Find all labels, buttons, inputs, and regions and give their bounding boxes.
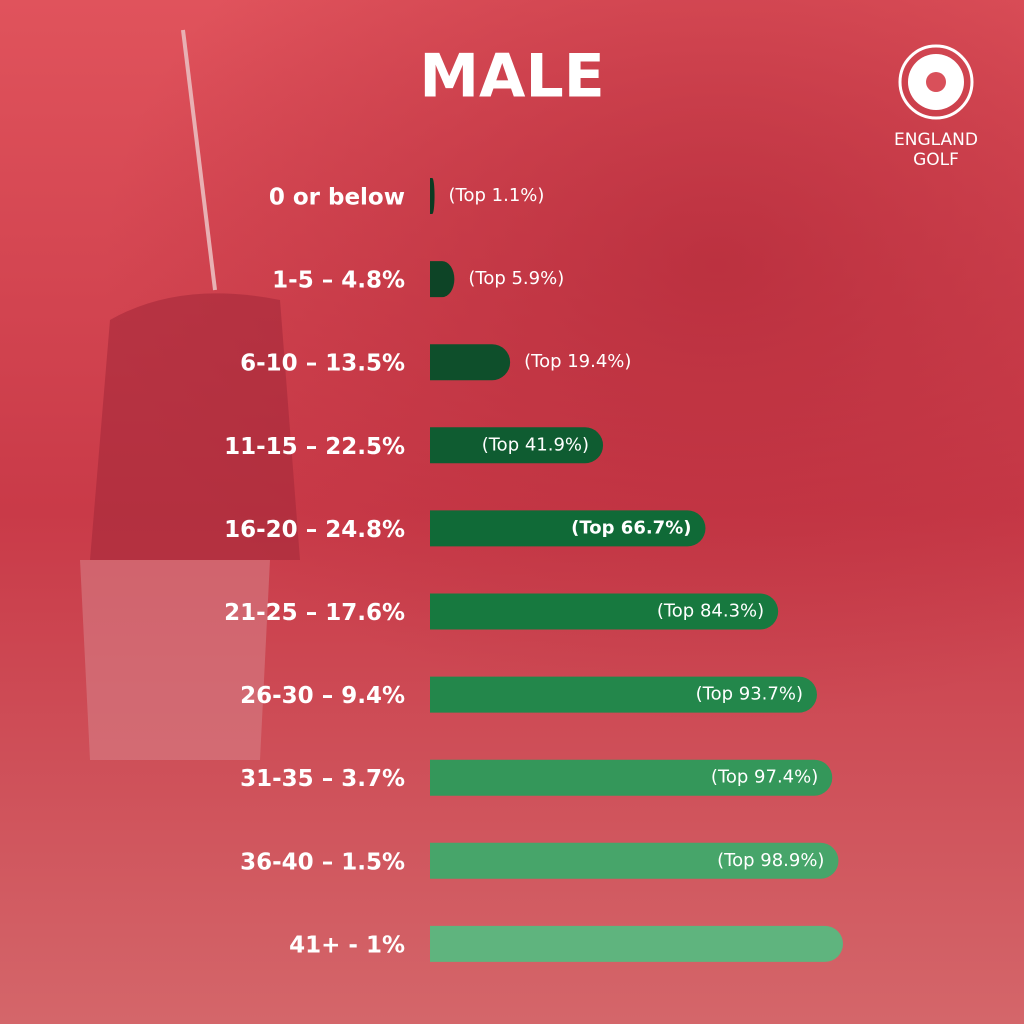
category-label: 36-40 – 1.5% xyxy=(240,849,405,875)
bar xyxy=(430,344,511,381)
logo-text: ENGLAND xyxy=(894,130,978,150)
bar xyxy=(430,261,455,298)
bar xyxy=(430,676,817,713)
category-label: 41+ - 1% xyxy=(289,932,405,958)
logo-text: GOLF xyxy=(913,150,959,170)
category-label: 16-20 – 24.8% xyxy=(224,517,405,543)
bar xyxy=(430,925,843,962)
category-label: 26-30 – 9.4% xyxy=(240,683,405,709)
value-label: (Top 41.9%) xyxy=(482,434,589,455)
category-label: 11-15 – 22.5% xyxy=(224,434,405,460)
golf-club xyxy=(181,29,217,291)
value-label: (Top 97.4%) xyxy=(711,767,818,788)
bar xyxy=(430,427,604,464)
bar xyxy=(430,593,779,630)
category-label: 21-25 – 17.6% xyxy=(224,600,405,626)
category-label: 1-5 – 4.8% xyxy=(272,268,405,294)
golfer-shirt xyxy=(90,293,300,560)
value-label: (Top 98.9%) xyxy=(717,850,824,871)
value-label: (Top 93.7%) xyxy=(696,684,803,705)
bar xyxy=(430,178,435,214)
bar xyxy=(430,842,839,879)
chart-title: MALE xyxy=(419,42,604,112)
logo: ENGLAND GOLF xyxy=(894,44,978,170)
logo-rose xyxy=(926,72,946,92)
value-label: (Top 66.7%) xyxy=(571,517,691,538)
golfer-shorts xyxy=(80,560,270,760)
category-label: 6-10 – 13.5% xyxy=(240,351,405,377)
bar xyxy=(430,510,706,547)
value-label: (Top 19.4%) xyxy=(524,351,631,372)
value-label: (Top 1.1%) xyxy=(449,185,545,206)
category-label: 0 or below xyxy=(269,185,405,211)
logo-ring xyxy=(898,44,974,120)
value-label: (Top 84.3%) xyxy=(657,601,764,622)
category-label: 31-35 – 3.7% xyxy=(240,766,405,792)
value-label: (Top 5.9%) xyxy=(468,268,564,289)
bar xyxy=(430,759,833,796)
